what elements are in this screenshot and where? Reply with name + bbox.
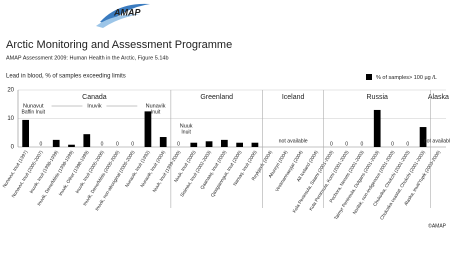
credit: ©AMAP [428, 222, 447, 229]
bar [190, 142, 198, 147]
value-label: 0 [330, 141, 333, 147]
bar [22, 119, 30, 147]
bar [373, 109, 381, 147]
y-tick-label: 10 [7, 116, 14, 122]
bar [83, 134, 91, 147]
group-note: not available [279, 138, 308, 144]
bar [251, 142, 259, 147]
y-tick-label: 20 [7, 88, 14, 94]
group-label: Canada [82, 94, 107, 101]
bar [205, 141, 213, 147]
bar [159, 137, 167, 147]
legend-label: % of samples> 100 µg /L [376, 75, 437, 81]
bar [220, 139, 228, 147]
value-label: 0 [131, 141, 134, 147]
group-label: Russia [367, 94, 389, 101]
chart-title: Arctic Monitoring and Assessment Program… [6, 39, 232, 51]
value-label: 0 [40, 141, 43, 147]
subgroup-label: Nunavut [23, 103, 44, 109]
chart-subtitle: AMAP Assessment 2009: Human Health in th… [6, 55, 169, 61]
y-tick-label: 0 [11, 145, 15, 151]
subgroup-sublabel: Inuit [181, 129, 191, 135]
group-label: Alaska [428, 94, 449, 101]
x-tick-label: Inuvik, Inuit (1998-1999) [29, 149, 60, 194]
value-label: 0 [116, 141, 119, 147]
value-label: 0 [391, 141, 394, 147]
bar [419, 127, 427, 147]
group-label: Greenland [200, 94, 233, 101]
bar [144, 111, 152, 147]
group-note: not available [424, 138, 450, 144]
subgroup-sublabel: Inuit [151, 109, 161, 115]
bar [236, 142, 244, 147]
subgroup-label: Nunavik [146, 103, 166, 109]
value-label: 0 [101, 141, 104, 147]
subgroup-label: Nuuk [180, 123, 193, 129]
bar [52, 139, 60, 147]
y-axis-label: Lead in blood, % of samples exceeding li… [6, 74, 126, 80]
x-tick-label: Vestmannaeyjar (2004) [274, 149, 304, 192]
logo-swoosh [96, 14, 140, 28]
bar [68, 144, 75, 147]
subgroup-sublabel: Baffin Inuit [22, 109, 46, 115]
value-label: 0 [345, 141, 348, 147]
value-label: 0 [361, 141, 364, 147]
logo-text: AMAP [113, 7, 141, 17]
legend-swatch [366, 74, 372, 80]
x-tick-label: Nuuk, Inuit (1999-2000) [152, 149, 182, 193]
value-label: 0 [177, 141, 180, 147]
x-tick-label: Inuvik, Inuit (2005-2006) [74, 149, 105, 194]
subgroup-label: Inuvik [87, 103, 102, 109]
group-label: Iceland [282, 94, 305, 101]
value-label: 0 [406, 141, 409, 147]
